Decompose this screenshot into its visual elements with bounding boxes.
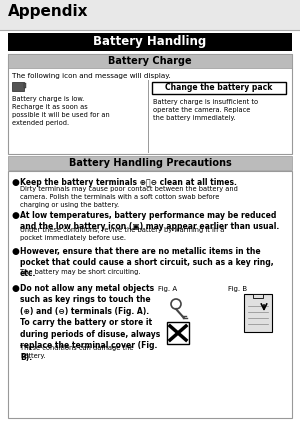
Bar — [8, 171, 292, 418]
Text: Battery Handling Precautions: Battery Handling Precautions — [69, 158, 231, 168]
Bar — [24, 83, 26, 88]
Bar — [12, 82, 24, 91]
Text: Do not allow any metal objects
such as key rings to touch the
(⊕) and (⊖) termin: Do not allow any metal objects such as k… — [20, 284, 160, 362]
Text: Keep the battery terminals ⊕Ⓣ⊖ clean at all times.: Keep the battery terminals ⊕Ⓣ⊖ clean at … — [20, 178, 237, 187]
Text: ●: ● — [11, 178, 19, 187]
Text: Dirty terminals may cause poor contact between the battery and
camera. Polish th: Dirty terminals may cause poor contact b… — [20, 186, 238, 208]
Text: At low temperatures, battery performance may be reduced
and the low battery icon: At low temperatures, battery performance… — [20, 211, 279, 231]
Bar — [152, 82, 286, 94]
Text: However, ensure that there are no metallic items in the
pocket that could cause : However, ensure that there are no metall… — [20, 247, 274, 278]
Text: Change the battery pack: Change the battery pack — [165, 84, 273, 92]
Text: Battery Charge: Battery Charge — [108, 56, 192, 66]
Bar — [253, 294, 263, 298]
Bar — [8, 33, 292, 51]
Text: Battery charge is low.
Recharge it as soon as
possible it will be used for an
ex: Battery charge is low. Recharge it as so… — [12, 96, 110, 126]
Text: The battery may be short circuiting.: The battery may be short circuiting. — [20, 269, 140, 275]
Text: Under these conditions, revive the battery by warming it in a
pocket immediately: Under these conditions, revive the batte… — [20, 227, 224, 241]
Bar — [244, 294, 272, 332]
Text: ●: ● — [11, 247, 19, 256]
Text: Fig. B: Fig. B — [228, 286, 247, 292]
Text: ●: ● — [11, 284, 19, 293]
Text: The following icon and message will display.: The following icon and message will disp… — [12, 73, 171, 79]
Text: Appendix: Appendix — [8, 4, 88, 19]
Bar — [8, 156, 292, 170]
Text: ●: ● — [11, 211, 19, 220]
Bar — [0, 0, 300, 30]
Text: These conditions can damage the
battery.: These conditions can damage the battery. — [20, 345, 134, 359]
Bar — [8, 54, 292, 154]
Text: Fig. A: Fig. A — [158, 286, 177, 292]
Text: Battery Handling: Battery Handling — [93, 35, 207, 49]
Text: Battery charge is insufficient to
operate the camera. Replace
the battery immedi: Battery charge is insufficient to operat… — [153, 99, 258, 121]
Bar — [167, 322, 189, 344]
Bar — [8, 54, 292, 68]
